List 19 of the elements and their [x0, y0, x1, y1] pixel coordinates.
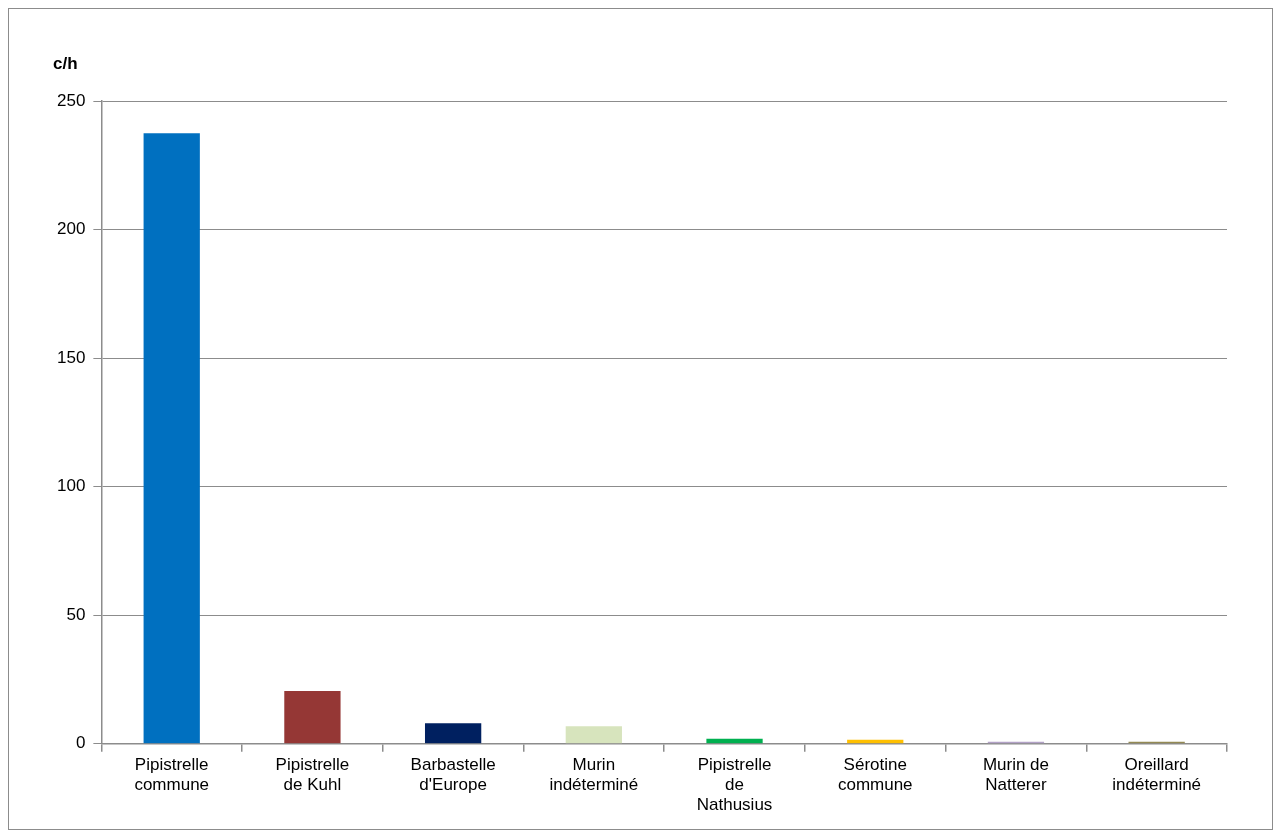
x-tick-label: Oreillard indéterminé [1112, 754, 1202, 795]
y-tick-label: 200 [56, 219, 86, 239]
x-tick-label: Sérotine commune [837, 754, 913, 795]
x-tick-label: Murin de Natterer [982, 754, 1050, 795]
y-axis-title: c/h [53, 54, 78, 74]
x-tick-label: Barbastelle d'Europe [410, 754, 496, 795]
y-tick-label: 0 [75, 733, 86, 753]
x-tick-label: Murin indéterminé [549, 754, 639, 795]
x-tick-label: Pipistrelle commune [134, 754, 210, 795]
y-tick-label: 250 [56, 90, 86, 110]
bar [284, 691, 341, 744]
y-tick-label: 100 [56, 476, 86, 496]
bar [565, 726, 622, 744]
y-tick-label: 150 [56, 347, 86, 367]
y-tick-label: 50 [66, 604, 86, 624]
bar [424, 723, 482, 744]
x-tick-label: Pipistrelle de Nathusius [696, 754, 773, 815]
bar [143, 133, 200, 744]
x-tick-label: Pipistrelle de Kuhl [275, 754, 350, 795]
